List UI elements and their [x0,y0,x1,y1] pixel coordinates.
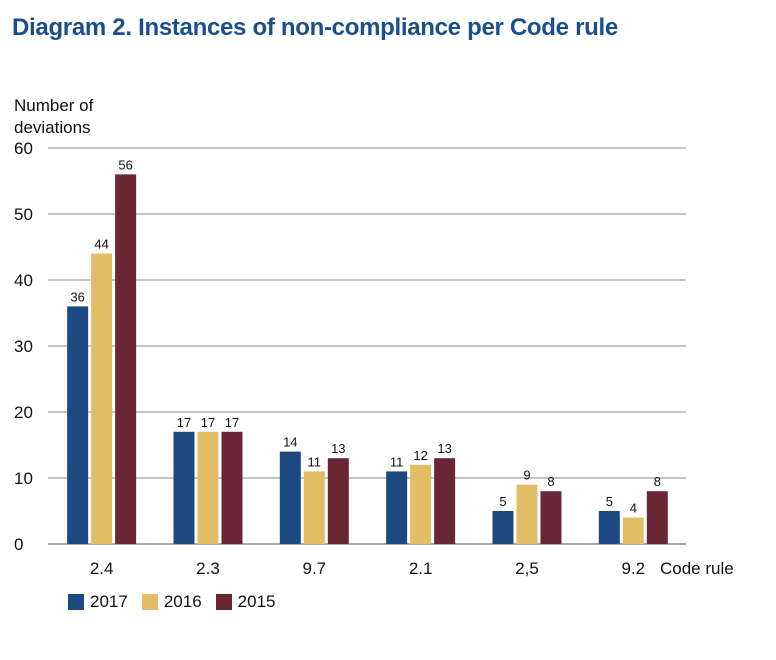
legend-label-2016: 2016 [163,592,202,611]
data-label-2016-2.1: 12 [413,448,427,463]
legend-item-2016: 2016 [141,592,202,612]
y-tick-label-60: 60 [14,139,33,158]
y-tick-label-30: 30 [14,337,33,356]
legend-item-2017: 2017 [68,592,128,612]
bar-2016-2.3 [197,431,219,544]
bar-2016-9.7 [303,471,325,544]
data-label-2016-9.2: 4 [630,501,637,516]
x-tick-label-2.3: 2.3 [196,559,220,578]
bar-2016-2.4 [91,253,113,544]
legend-swatch-2015 [215,594,232,610]
x-tick-label-2.4: 2.4 [90,559,114,578]
y-tick-label-20: 20 [14,403,33,422]
x-tick-label-9.2: 9.2 [621,559,645,578]
data-label-2016-9.7: 11 [308,454,322,469]
y-axis-label-line-2: deviations [14,118,91,137]
data-label-2016-2.4: 44 [94,237,108,252]
legend: 2017 2016 2015 [68,592,275,612]
y-axis-label: Number of deviations [14,95,93,139]
bar-2016-2,5 [516,484,538,544]
bar-2016-2.1 [410,464,432,544]
data-label-2015-2.3: 17 [225,415,239,430]
data-label-2017-9.7: 14 [283,435,297,450]
y-tick-label-10: 10 [14,469,33,488]
bar-2016-9.2 [622,517,644,544]
bar-2015-2.1 [434,458,456,544]
x-tick-label-2,5: 2,5 [515,559,539,578]
bar-2017-2,5 [492,511,514,544]
data-label-2016-2,5: 9 [523,468,530,483]
bar-2017-2.3 [173,431,195,544]
x-tick-label-9.7: 9.7 [302,559,326,578]
y-tick-label-50: 50 [14,205,33,224]
y-tick-label-40: 40 [14,271,33,290]
data-label-2015-2,5: 8 [547,474,554,489]
legend-swatch-2017 [68,594,84,610]
bar-2017-2.4 [67,306,89,544]
data-label-2015-2.4: 56 [118,157,132,172]
legend-label-2015: 2015 [237,592,276,611]
bar-2017-2.1 [386,471,408,544]
data-label-2015-9.7: 13 [331,441,345,456]
data-label-2017-2.3: 17 [177,415,191,430]
x-axis-label: Code rule [660,559,734,578]
data-label-2016-2.3: 17 [201,415,215,430]
legend-swatch-2016 [141,594,158,610]
bar-2015-2.3 [221,431,243,544]
data-label-2015-2.1: 13 [437,441,451,456]
data-label-2017-2.4: 36 [70,289,84,304]
data-label-2017-2.1: 11 [390,454,404,469]
y-axis-label-line-1: Number of [14,96,94,115]
legend-item-2015: 2015 [215,592,276,612]
bar-2017-9.2 [598,511,620,544]
data-label-2017-2,5: 5 [499,494,506,509]
data-label-2017-9.2: 5 [606,494,613,509]
legend-label-2017: 2017 [90,592,128,611]
chart-title: Diagram 2. Instances of non-compliance p… [12,14,618,41]
bar-2017-9.7 [279,451,301,544]
bar-2015-2.4 [115,174,137,544]
y-tick-label-0: 0 [14,535,23,554]
x-tick-label-2.1: 2.1 [409,559,433,578]
bar-2015-2,5 [540,491,562,544]
data-label-2015-9.2: 8 [654,474,661,489]
bar-2015-9.2 [646,491,668,544]
bar-2015-9.7 [327,458,349,544]
